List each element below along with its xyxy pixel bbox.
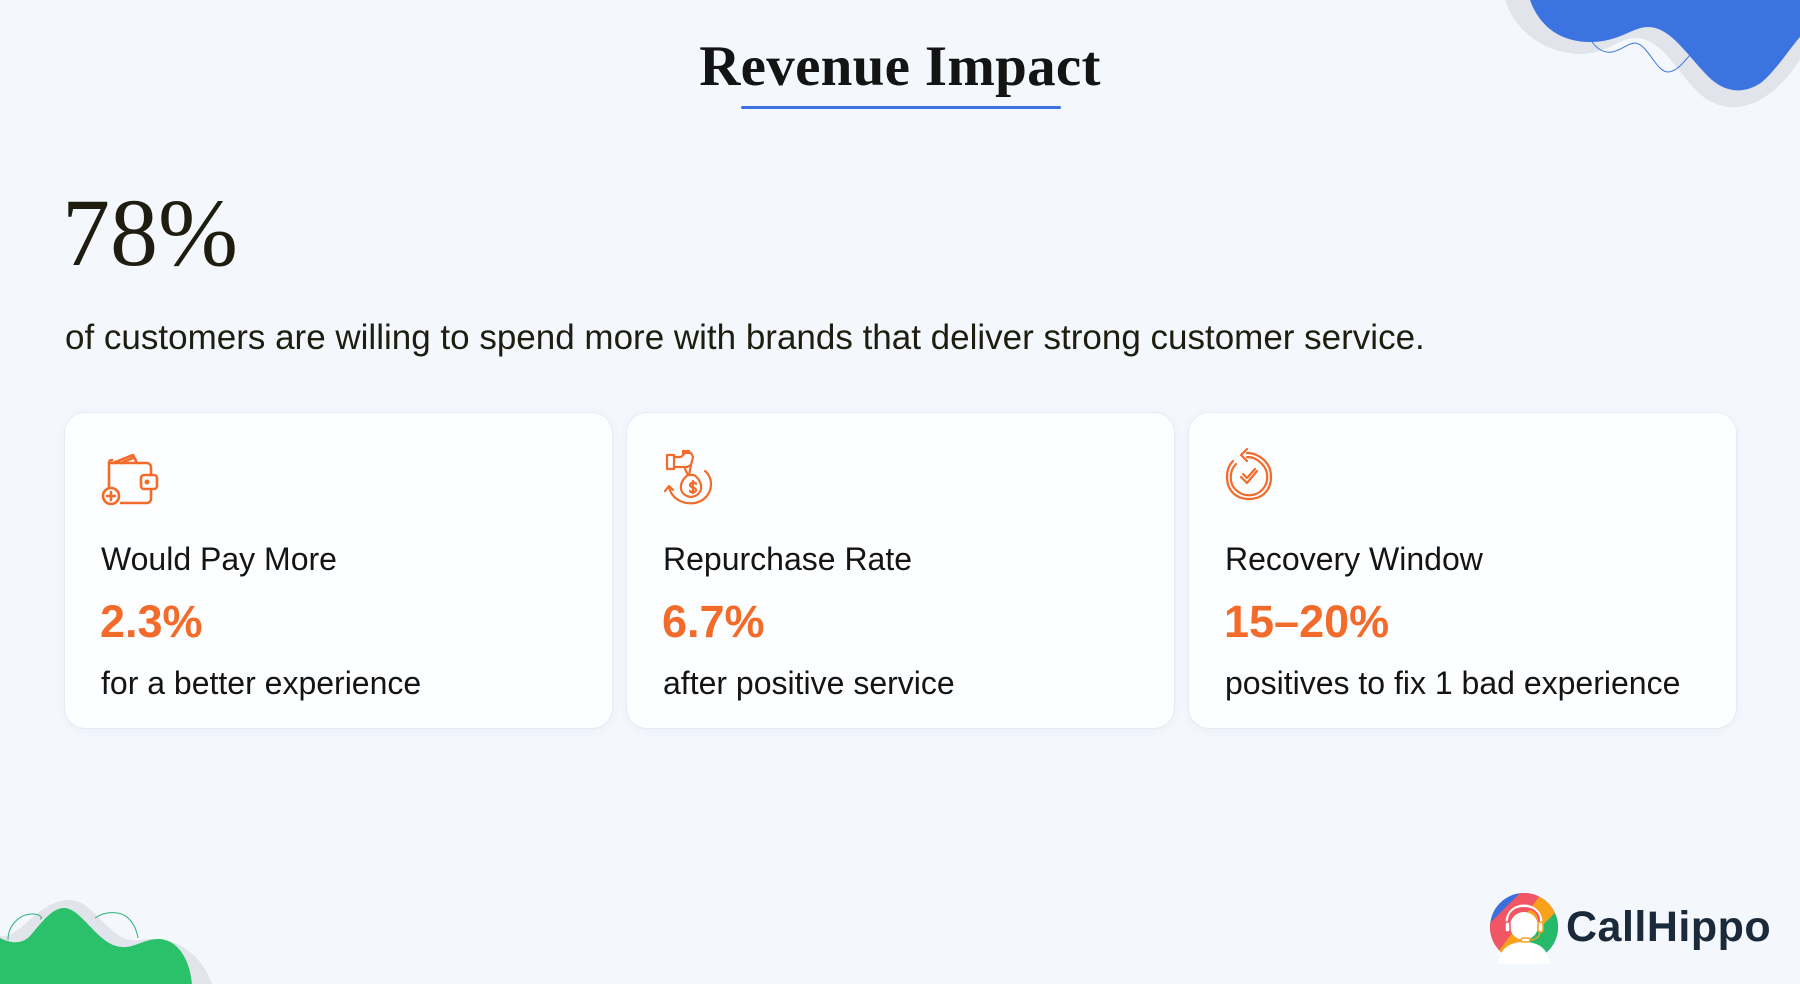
stat-card-repurchase-rate: Repurchase Rate 6.7% after positive serv… [627,413,1174,728]
callhippo-headset-logo-icon [1490,893,1558,964]
page-title: Revenue Impact [699,35,1101,98]
card-label: Recovery Window [1225,541,1483,577]
stat-card-recovery-window: Recovery Window 15–20% positives to fix … [1189,413,1736,728]
brand-logo: CallHippo [1488,890,1771,964]
wallet-add-icon [101,453,159,506]
card-description: after positive service [663,665,955,701]
card-description: for a better experience [101,665,422,701]
card-value: 6.7% [662,596,765,647]
headline-stat: 78% [62,179,238,286]
card-description: positives to fix 1 bad experience [1225,665,1681,701]
decorative-green-wave-blob [0,899,212,984]
card-value: 15–20% [1224,596,1390,647]
title-underline [741,106,1061,109]
brand-name: CallHippo [1566,902,1772,951]
money-bag-repurchase-icon [663,449,713,505]
headline-description: of customers are willing to spend more w… [65,318,1425,357]
card-label: Would Pay More [101,541,337,577]
stat-card-would-pay-more: Would Pay More 2.3% for a better experie… [65,413,612,728]
card-label: Repurchase Rate [663,541,913,577]
circular-check-icon [1225,447,1273,501]
card-value: 2.3% [100,596,203,647]
